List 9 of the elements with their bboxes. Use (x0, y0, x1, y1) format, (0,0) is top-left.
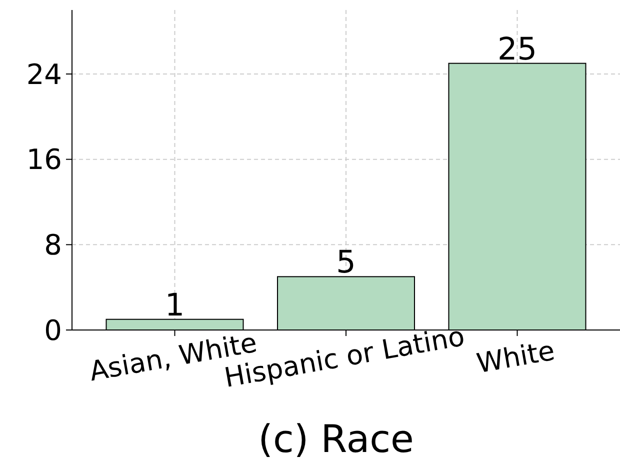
y-tick-label: 24 (26, 58, 62, 91)
data-label: 1 (164, 287, 185, 324)
y-tick-label: 16 (26, 143, 62, 176)
y-tick-label: 8 (44, 228, 62, 262)
y-tick-label: 0 (44, 314, 62, 347)
data-label: 5 (336, 244, 356, 281)
x-tick-label: White (474, 336, 558, 380)
x-axis-title: (c) Race (258, 417, 414, 461)
data-label: 25 (498, 31, 537, 68)
